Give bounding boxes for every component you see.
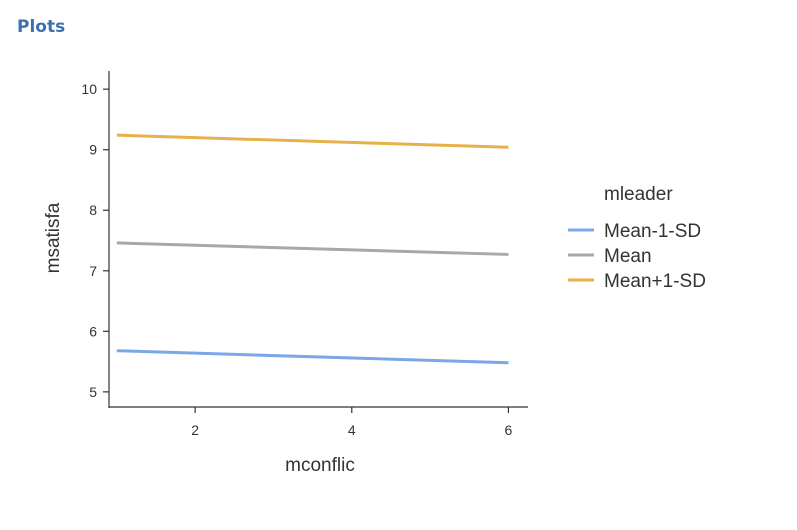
- series-line-mean-1-sd: [116, 133, 509, 149]
- series-lines: [116, 133, 509, 365]
- y-ticks: 5 6 7 8 9 10: [81, 81, 109, 400]
- x-axis-title: mconflic: [285, 455, 355, 476]
- x-ticks: 2 4 6: [191, 407, 513, 438]
- legend-title: mleader: [604, 184, 673, 205]
- series-line-mean: [116, 241, 509, 256]
- legend: mleader Mean-1-SD Mean Mean+1-SD: [568, 184, 706, 292]
- x-tick-label: 4: [348, 422, 356, 438]
- legend-label: Mean+1-SD: [604, 271, 706, 292]
- series-line-mean-1-sd: [116, 349, 509, 365]
- legend-label: Mean-1-SD: [604, 221, 701, 242]
- y-axis-title: msatisfa: [43, 202, 64, 273]
- legend-items: Mean-1-SD Mean Mean+1-SD: [568, 221, 706, 292]
- y-tick-label: 6: [89, 323, 97, 339]
- x-tick-label: 2: [191, 422, 199, 438]
- y-tick-label: 7: [89, 263, 97, 279]
- y-tick-label: 10: [81, 81, 97, 97]
- legend-label: Mean: [604, 246, 652, 267]
- section-title: Plots: [17, 17, 66, 37]
- y-tick-label: 9: [89, 142, 97, 158]
- y-tick-label: 5: [89, 384, 97, 400]
- x-tick-label: 6: [505, 422, 513, 438]
- axes: 2 4 6 5 6 7 8 9 10: [81, 71, 528, 438]
- y-tick-label: 8: [89, 202, 97, 218]
